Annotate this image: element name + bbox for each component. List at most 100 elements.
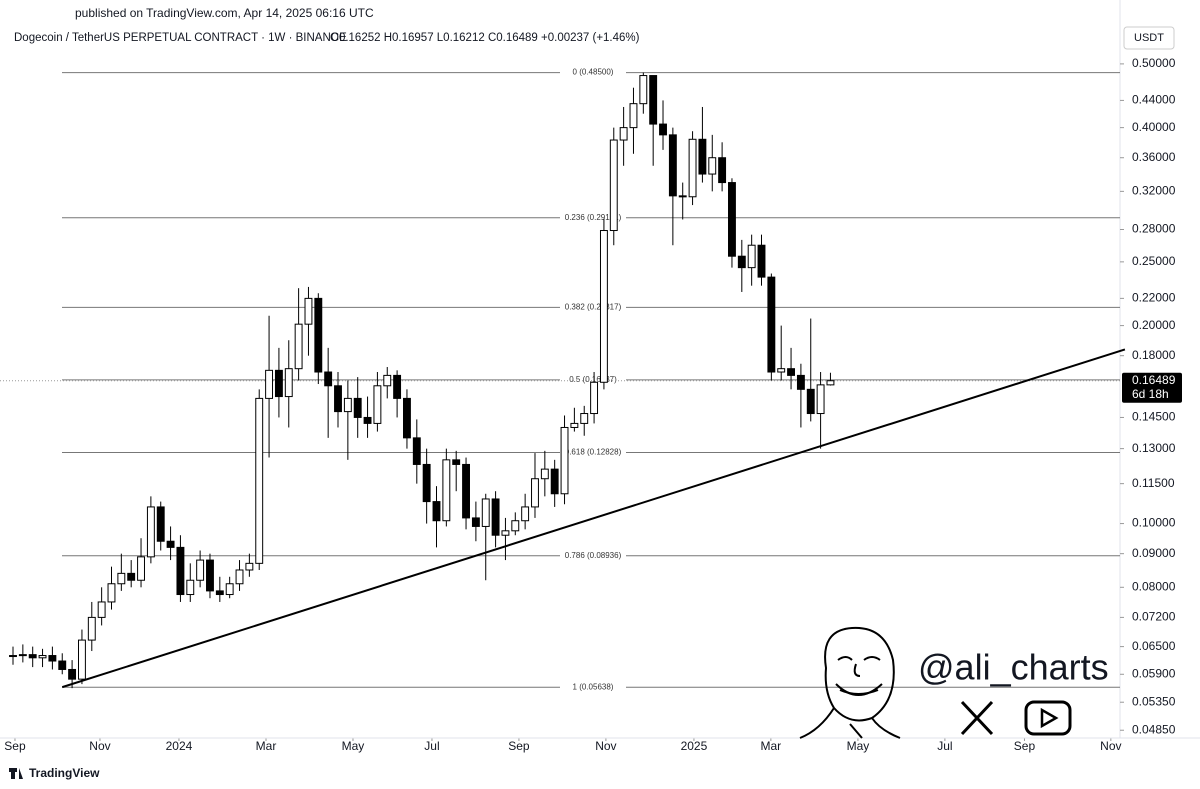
currency-label: USDT	[1134, 32, 1164, 44]
candle-body	[580, 413, 589, 424]
candle-body	[432, 501, 441, 522]
candle-body	[462, 463, 470, 519]
candle-body	[274, 369, 283, 398]
symbol-title: Dogecoin / TetherUS PERPETUAL CONTRACT ·…	[14, 32, 347, 44]
trendline	[61, 348, 1126, 689]
x-tick-label: Jul	[424, 739, 439, 753]
y-tick-label: 0.05900	[1132, 666, 1176, 680]
candle-body	[314, 297, 323, 373]
candle-body	[668, 134, 677, 197]
candle-body	[166, 540, 175, 548]
y-tick-label: 0.06500	[1132, 639, 1176, 653]
x-tick-label: Nov	[595, 739, 616, 753]
candle-body	[9, 655, 17, 658]
y-tick-label: 0.25000	[1132, 254, 1176, 268]
candle-body	[531, 478, 539, 508]
publish-header: published on TradingView.com, Apr 14, 20…	[75, 6, 374, 20]
candle-body	[48, 655, 57, 662]
candle-body	[245, 562, 254, 571]
candle-body	[176, 546, 185, 596]
candle-body	[540, 468, 549, 480]
candle-body	[28, 654, 37, 659]
candle-body	[698, 138, 707, 175]
candle-body	[373, 385, 382, 424]
y-tick-label: 0.50000	[1132, 56, 1176, 70]
fib-label: 0.382 (0.21317)	[565, 302, 622, 311]
y-tick-label: 0.13000	[1132, 441, 1176, 455]
brand-name: TradingView	[29, 766, 100, 780]
fib-label: 0.786 (0.08936)	[565, 551, 622, 560]
x-tick-label: Sep	[508, 739, 530, 753]
candle-body	[284, 368, 293, 398]
price-box-countdown: 6d 18h	[1132, 387, 1169, 401]
candle-body	[737, 255, 746, 269]
candle-body	[127, 572, 136, 581]
y-tick-label: 0.18000	[1132, 348, 1176, 362]
x-logo-mark	[960, 700, 994, 736]
fib-label-bg	[560, 682, 626, 693]
candle-body	[353, 397, 362, 418]
avatar-head	[824, 626, 895, 722]
fib-label: 1 (0.05638)	[573, 682, 614, 691]
candle-body	[117, 572, 126, 585]
fib-label-bg	[560, 447, 626, 458]
candle-body	[590, 381, 599, 415]
x-tick-label: Jul	[937, 739, 952, 753]
candle-body	[757, 244, 766, 278]
candle-body	[570, 422, 579, 428]
y-tick-label: 0.14500	[1132, 410, 1176, 424]
x-tick-label: 2024	[166, 739, 193, 753]
y-tick-label: 0.09000	[1132, 546, 1176, 560]
price-box	[1122, 372, 1182, 403]
candle-body	[491, 498, 500, 536]
candle-body	[471, 517, 480, 527]
watermark-handle: @ali_charts	[918, 647, 1109, 688]
candle-body	[334, 385, 342, 413]
candle-body	[255, 397, 264, 564]
fib-label-bg	[560, 302, 626, 313]
candle-body	[659, 123, 667, 136]
ohlc-legend: O0.16252 H0.16957 L0.16212 C0.16489 +0.0…	[330, 32, 640, 44]
candle-body	[58, 660, 67, 670]
plot-area: 0.50000 0.44000 0.40000 0.36000 0.32000 0.280…	[0, 56, 1200, 753]
candle-body	[225, 583, 234, 596]
fib-label-bg	[560, 374, 626, 385]
candle-body	[265, 369, 274, 399]
y-tick-label: 0.36000	[1132, 150, 1176, 164]
y-tick-label: 0.08000	[1132, 579, 1176, 593]
candle-body	[747, 244, 756, 269]
candle-body	[324, 371, 333, 387]
candle-body	[777, 368, 786, 373]
candle-body	[767, 276, 776, 373]
fib-label-bg	[560, 550, 626, 561]
candle-body	[688, 138, 697, 198]
y-tick-label: 0.44000	[1132, 93, 1176, 107]
candle-body	[107, 583, 116, 603]
candle-body	[501, 530, 510, 536]
candle-body	[343, 397, 352, 413]
candle-body	[787, 368, 795, 376]
candle-body	[560, 426, 569, 495]
y-tick-label: 0.05350	[1132, 694, 1176, 708]
candle-body	[678, 195, 687, 198]
candle-body	[708, 157, 717, 175]
x-tick-label: May	[342, 739, 365, 753]
candle-body	[97, 601, 106, 618]
candle-body	[629, 103, 638, 129]
x-tick-label: Mar	[256, 739, 277, 753]
candle-body	[393, 374, 402, 399]
candle-body	[521, 506, 530, 522]
avatar-eyes	[837, 656, 881, 661]
y-tick-label: 0.20000	[1132, 318, 1176, 332]
candle-body	[68, 668, 77, 680]
candle-body	[718, 157, 727, 184]
y-tick-label: 0.22000	[1132, 291, 1176, 305]
candle-body	[215, 590, 224, 596]
y-tick-label: 0.04850	[1132, 722, 1176, 736]
avatar-sketch	[799, 626, 901, 739]
candle-body	[826, 380, 835, 386]
candle-body	[599, 230, 608, 383]
candle-body	[137, 556, 145, 581]
y-tick-label: 0.40000	[1132, 120, 1176, 134]
